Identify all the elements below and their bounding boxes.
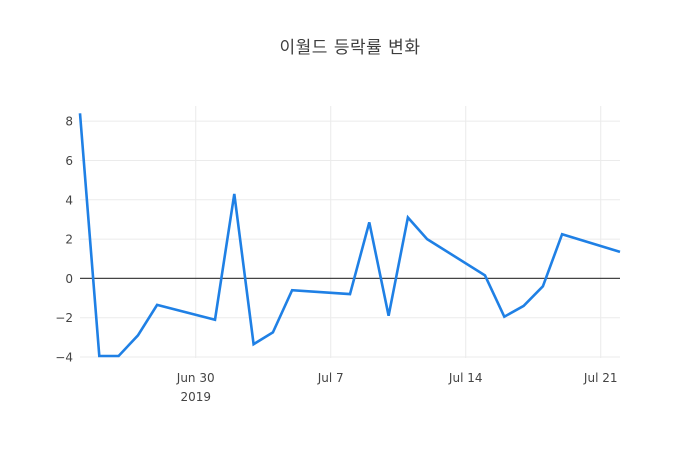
x-tick-label: Jul 7 xyxy=(317,371,344,385)
x-tick-label: Jul 14 xyxy=(448,371,483,385)
y-tick-label: 4 xyxy=(65,193,73,207)
y-tick-label: 2 xyxy=(65,233,73,247)
y-tick-label: −2 xyxy=(55,311,73,325)
x-tick-label: Jun 30 xyxy=(176,371,215,385)
series-line xyxy=(78,113,621,358)
chart-title: 이월드 등락률 변화 xyxy=(279,38,421,58)
y-tick-label: −4 xyxy=(55,351,73,365)
y-tick-label: 0 xyxy=(65,272,73,286)
x-tick-label: Jul 21 xyxy=(583,371,618,385)
y-tick-label: 8 xyxy=(65,115,73,129)
y-tick-label: 6 xyxy=(65,154,73,168)
x-tick-sublabel: 2019 xyxy=(180,390,211,404)
